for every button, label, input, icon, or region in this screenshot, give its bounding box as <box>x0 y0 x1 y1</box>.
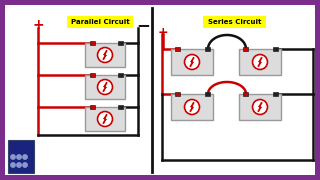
Circle shape <box>252 100 268 114</box>
FancyBboxPatch shape <box>7 140 34 172</box>
Circle shape <box>23 155 27 159</box>
Circle shape <box>17 155 21 159</box>
FancyBboxPatch shape <box>90 105 94 109</box>
Circle shape <box>98 48 113 62</box>
FancyBboxPatch shape <box>117 105 123 109</box>
FancyBboxPatch shape <box>205 92 211 96</box>
FancyBboxPatch shape <box>85 43 125 67</box>
FancyBboxPatch shape <box>90 41 94 45</box>
FancyBboxPatch shape <box>175 47 180 51</box>
Circle shape <box>98 111 113 127</box>
FancyBboxPatch shape <box>117 41 123 45</box>
Text: −: − <box>136 16 150 34</box>
Text: Series Circuit: Series Circuit <box>208 19 262 25</box>
Circle shape <box>11 155 15 159</box>
FancyBboxPatch shape <box>204 16 267 28</box>
FancyBboxPatch shape <box>244 92 249 96</box>
Text: +: + <box>158 26 168 39</box>
Circle shape <box>185 100 199 114</box>
FancyBboxPatch shape <box>239 94 281 120</box>
FancyBboxPatch shape <box>239 49 281 75</box>
FancyBboxPatch shape <box>274 47 278 51</box>
FancyBboxPatch shape <box>175 92 180 96</box>
Circle shape <box>11 163 15 167</box>
FancyBboxPatch shape <box>171 49 213 75</box>
FancyBboxPatch shape <box>67 16 133 28</box>
FancyBboxPatch shape <box>85 75 125 99</box>
FancyBboxPatch shape <box>205 47 211 51</box>
Text: +: + <box>32 18 44 32</box>
FancyBboxPatch shape <box>117 73 123 77</box>
Circle shape <box>23 163 27 167</box>
FancyBboxPatch shape <box>85 107 125 131</box>
FancyBboxPatch shape <box>274 92 278 96</box>
FancyBboxPatch shape <box>5 5 315 175</box>
Circle shape <box>17 163 21 167</box>
Circle shape <box>252 55 268 69</box>
Circle shape <box>98 80 113 94</box>
FancyBboxPatch shape <box>90 73 94 77</box>
Circle shape <box>185 55 199 69</box>
FancyBboxPatch shape <box>171 94 213 120</box>
Text: Parallel Circuit: Parallel Circuit <box>71 19 129 25</box>
FancyBboxPatch shape <box>244 47 249 51</box>
